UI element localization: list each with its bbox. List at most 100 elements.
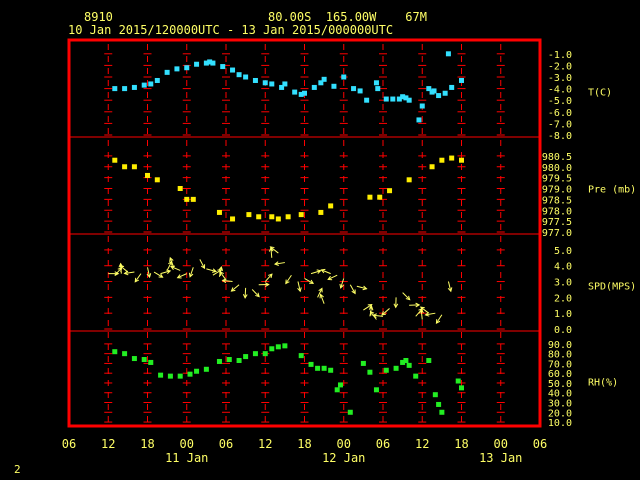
rh-tick-label: 70.0 <box>548 359 572 370</box>
wind-arrow <box>419 306 430 314</box>
temperature-point <box>442 90 448 96</box>
rh-point <box>406 362 412 368</box>
wind-arrow <box>176 273 187 279</box>
pressure-point <box>429 164 435 170</box>
wind-arrow <box>221 278 233 284</box>
pressure-point <box>216 209 222 215</box>
rh-point <box>167 373 173 379</box>
pressure-point <box>131 164 137 170</box>
wind-arrow <box>119 265 129 273</box>
rh-point <box>131 356 137 362</box>
temperature-point <box>131 84 137 90</box>
temperature-point <box>243 74 249 80</box>
pressure-point <box>285 214 291 220</box>
temperature-point <box>302 90 307 96</box>
temperature-point <box>351 86 357 92</box>
pressure-point <box>145 172 150 178</box>
wind-arrow <box>356 285 368 291</box>
temperature-tick-label: -4.0 <box>548 85 572 96</box>
rh-point <box>236 357 242 363</box>
temperature-point <box>141 82 147 88</box>
temperature-point <box>321 76 327 82</box>
rh-panel-label: RH(%) <box>588 378 618 389</box>
pressure-point <box>275 216 281 222</box>
speed-tick-label: 5.0 <box>554 246 572 257</box>
temperature-tick-label: -2.0 <box>548 61 572 72</box>
pressure-tick-label: 979.0 <box>542 185 572 196</box>
day-label: 13 Jan <box>479 451 522 465</box>
wind-arrow <box>219 271 227 281</box>
wind-arrow <box>320 268 331 275</box>
speed-tick-label: 4.0 <box>554 262 572 273</box>
temperature-point <box>298 91 304 97</box>
rh-point <box>459 385 464 391</box>
rh-point <box>383 367 389 373</box>
rh-point <box>252 351 258 357</box>
temperature-point <box>112 86 118 92</box>
temperature-point <box>262 80 268 86</box>
pressure-point <box>328 203 334 209</box>
temperature-point <box>236 72 242 78</box>
wind-arrow <box>153 271 164 278</box>
temperature-point <box>364 97 370 103</box>
temperature-point <box>174 66 180 72</box>
rh-tick-label: 10.0 <box>548 418 572 429</box>
pressure-point <box>298 212 304 218</box>
wind-arrow <box>349 284 356 295</box>
pressure-tick-label: 980.0 <box>542 163 572 174</box>
wind-arrow <box>160 269 172 275</box>
wind-arrow <box>123 270 135 276</box>
rh-point <box>226 357 232 363</box>
rh-point <box>436 401 442 407</box>
pressure-point <box>318 209 324 215</box>
x-tick-label: 06 <box>533 437 547 451</box>
pressure-point <box>439 157 445 163</box>
station-id: 8910 <box>84 10 113 24</box>
rh-tick-label: 50.0 <box>548 379 572 390</box>
x-tick-label: 18 <box>454 437 468 451</box>
speed-tick-label: 1.0 <box>554 309 572 320</box>
temperature-point <box>210 60 216 66</box>
x-tick-label: 00 <box>494 437 508 451</box>
speed-panel-label: SPD(MPS) <box>588 282 636 293</box>
rh-point <box>328 367 334 373</box>
temperature-point <box>416 117 422 123</box>
page-number: 2 <box>14 463 21 476</box>
wind-arrow <box>339 278 345 289</box>
rh-point <box>400 359 406 365</box>
temperature-point <box>318 80 324 86</box>
temperature-point <box>252 77 258 83</box>
temperature-point <box>459 77 464 83</box>
rh-point <box>426 357 432 363</box>
pressure-point <box>112 157 118 163</box>
wind-arrow <box>169 256 175 268</box>
temperature-point <box>269 81 275 87</box>
rh-point <box>367 369 373 375</box>
rh-point <box>243 354 249 360</box>
pressure-point <box>269 214 275 220</box>
rh-point <box>308 361 314 367</box>
rh-point <box>203 366 209 372</box>
temperature-point <box>331 83 337 89</box>
temperature-point <box>282 81 288 87</box>
wind-arrow <box>206 268 218 273</box>
pressure-tick-label: 979.5 <box>542 174 572 185</box>
x-tick-label: 06 <box>376 437 390 451</box>
wind-arrow <box>317 287 323 298</box>
station-location: 80.00S 165.00W 67M <box>268 10 427 24</box>
pressure-point <box>177 186 183 191</box>
temperature-tick-label: -3.0 <box>548 73 572 84</box>
rh-tick-label: 80.0 <box>548 350 572 361</box>
pressure-point <box>122 164 128 170</box>
temperature-point <box>449 84 455 90</box>
day-label: 11 Jan <box>165 451 208 465</box>
temperature-point <box>431 88 437 94</box>
wind-arrow <box>393 297 399 309</box>
rh-point <box>122 351 128 357</box>
rh-point <box>275 344 281 350</box>
pressure-point <box>184 196 190 202</box>
pressure-tick-label: 978.5 <box>542 195 572 206</box>
temperature-point <box>445 51 451 57</box>
wind-arrow <box>188 267 194 278</box>
